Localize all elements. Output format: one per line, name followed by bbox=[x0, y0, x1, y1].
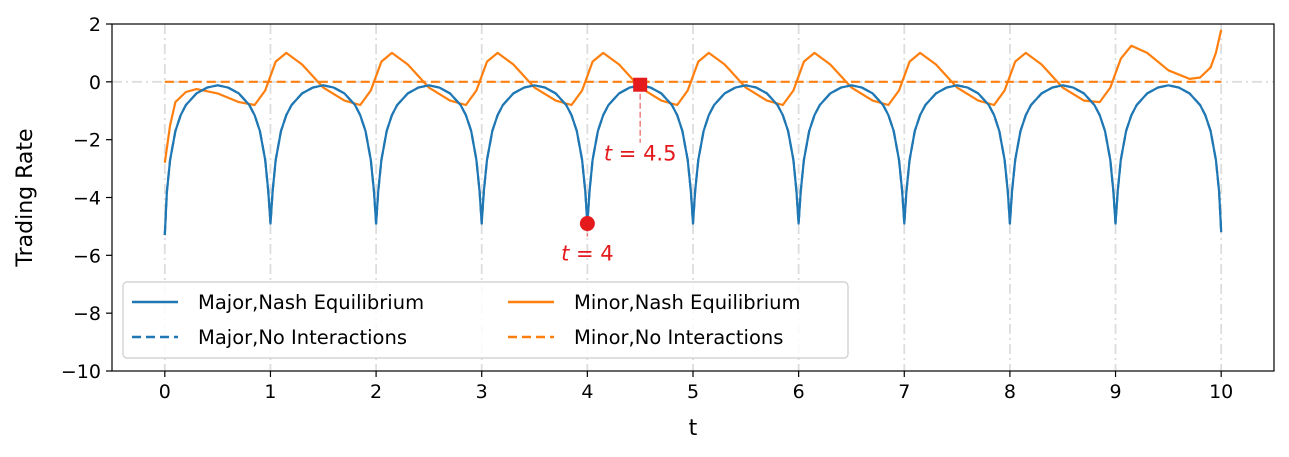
y-tick-label: −6 bbox=[73, 245, 101, 267]
x-tick-label: 3 bbox=[476, 381, 488, 403]
legend[interactable]: Major,Nash Equilibrium Major,No Interacti… bbox=[122, 281, 849, 359]
legend-item[interactable]: Major,No Interactions bbox=[132, 326, 407, 349]
y-tick-label: −4 bbox=[73, 188, 101, 210]
y-tick-label: −10 bbox=[61, 361, 101, 383]
annotation-value: = 4.5 bbox=[612, 142, 676, 166]
annotation-value: = 4 bbox=[569, 242, 613, 266]
legend-label: Minor,No Interactions bbox=[574, 326, 783, 349]
legend-label: Major,Nash Equilibrium bbox=[198, 291, 424, 314]
annotation-label: t = 4.5 bbox=[604, 142, 677, 166]
series-layer bbox=[163, 29, 1223, 236]
x-axis-label: t bbox=[689, 416, 698, 441]
x-tick-label: 6 bbox=[793, 381, 805, 403]
x-tick-label: 8 bbox=[1004, 381, 1016, 403]
x-tick-label: 0 bbox=[159, 381, 171, 403]
legend-item[interactable]: Major,Nash Equilibrium bbox=[132, 291, 424, 314]
axis-layer: 0 1 2 3 4 5 6 7 8 9 10 −10 −8 −6 −4 −2 0 2 t Trading Rate bbox=[13, 14, 1233, 441]
x-tick-label: 9 bbox=[1109, 381, 1121, 403]
legend-label: Minor,Nash Equilibrium bbox=[574, 291, 800, 314]
annotation-layer: t = 4t = 4.5 bbox=[561, 77, 677, 266]
y-tick-label: −2 bbox=[73, 130, 101, 152]
legend-item[interactable]: Minor,No Interactions bbox=[508, 326, 783, 349]
x-tick-label: 7 bbox=[898, 381, 910, 403]
series-line-2 bbox=[163, 29, 1223, 163]
annotation-var: t bbox=[561, 242, 570, 266]
series-line-1 bbox=[163, 84, 1223, 236]
legend-box bbox=[122, 281, 849, 359]
y-tick-label: 0 bbox=[89, 72, 101, 94]
y-tick-label: 2 bbox=[89, 14, 101, 36]
annotation-label: t = 4 bbox=[561, 242, 614, 266]
annotation-var: t bbox=[604, 142, 613, 166]
y-axis-label: Trading Rate bbox=[13, 128, 38, 267]
x-tick-label: 10 bbox=[1209, 381, 1233, 403]
x-tick-label: 2 bbox=[370, 381, 382, 403]
legend-label: Major,No Interactions bbox=[198, 326, 407, 349]
x-tick-label: 5 bbox=[687, 381, 699, 403]
annotation-marker-circle bbox=[579, 216, 595, 232]
x-tick-label: 4 bbox=[581, 381, 593, 403]
y-tick-label: −8 bbox=[73, 303, 101, 325]
annotation-marker-square bbox=[633, 77, 648, 92]
legend-item[interactable]: Minor,Nash Equilibrium bbox=[508, 291, 800, 314]
x-tick-label: 1 bbox=[264, 381, 276, 403]
